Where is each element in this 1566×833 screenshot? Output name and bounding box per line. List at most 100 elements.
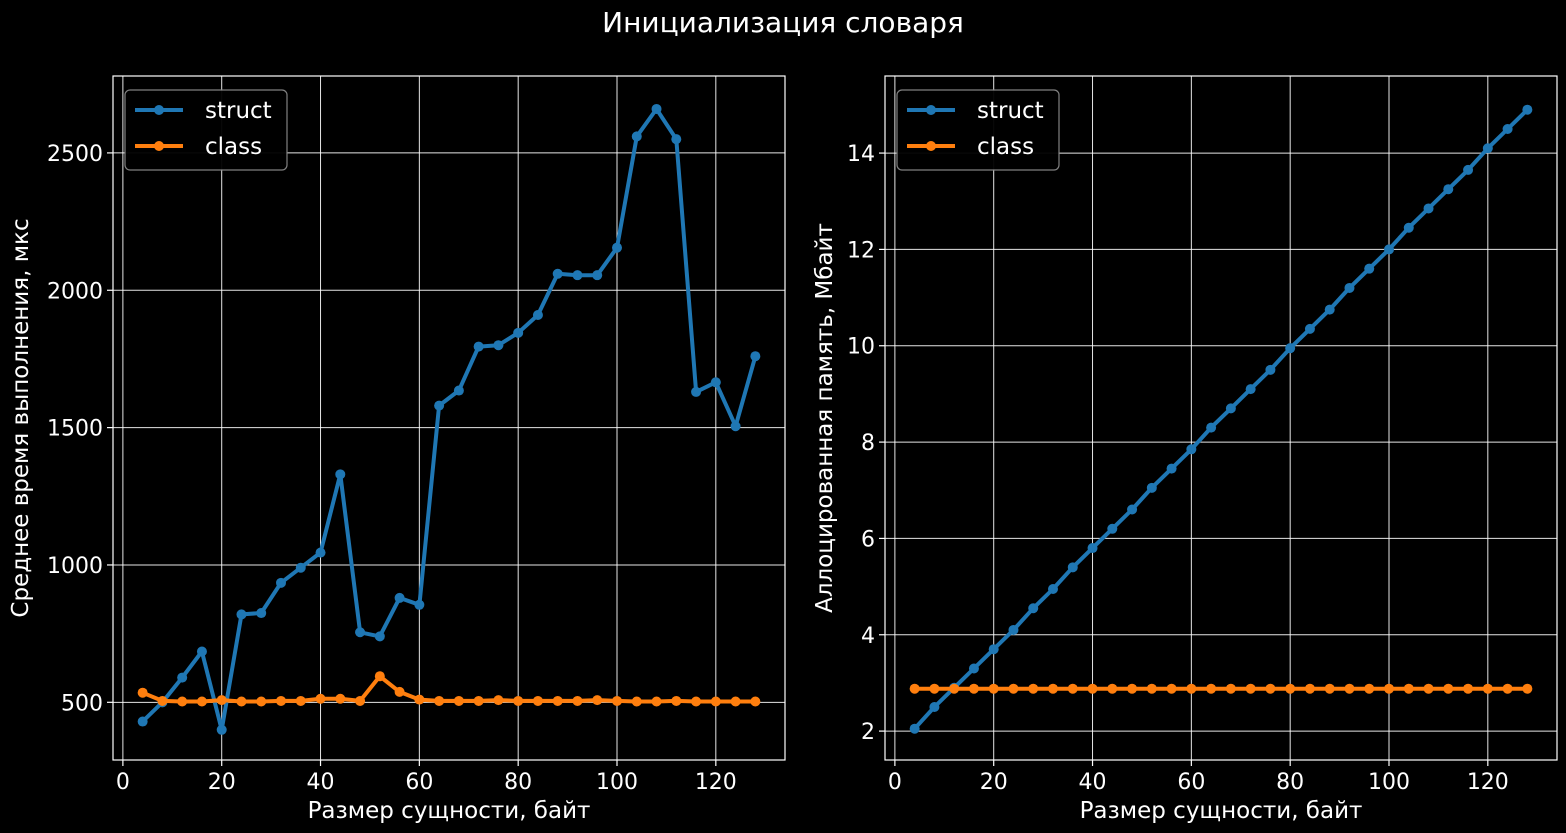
data-point-class [335, 693, 346, 704]
data-point-struct [414, 599, 425, 610]
x-tick-label: 120 [695, 770, 737, 795]
data-point-struct [1522, 104, 1533, 115]
data-point-class [631, 696, 642, 707]
data-point-struct [276, 577, 286, 588]
data-point-struct [434, 400, 445, 411]
x-axis-label: Размер сущности, байт [308, 798, 591, 824]
data-point-struct [750, 351, 761, 362]
data-point-class [651, 696, 662, 707]
data-point-struct [909, 723, 920, 734]
data-point-class [1127, 683, 1138, 694]
data-point-class [552, 695, 563, 706]
x-tick-label: 120 [1467, 770, 1509, 795]
legend-swatch-marker [926, 105, 936, 115]
data-point-struct [137, 716, 148, 727]
data-point-class [1364, 683, 1375, 694]
y-tick-label: 2500 [47, 142, 103, 167]
legend-swatch-marker [154, 141, 164, 151]
x-tick-label: 100 [1368, 770, 1410, 795]
data-point-struct [1067, 562, 1078, 573]
y-tick-label: 12 [847, 238, 875, 263]
data-point-class [949, 683, 960, 694]
data-point-struct [730, 421, 741, 432]
data-point-struct [295, 562, 306, 573]
data-point-class [355, 695, 366, 706]
data-point-class [256, 696, 267, 707]
legend-label-class: class [205, 134, 262, 160]
data-point-class [236, 696, 247, 707]
data-point-class [196, 696, 207, 707]
data-point-struct [513, 327, 524, 338]
data-point-struct [691, 386, 702, 397]
data-point-struct [1107, 523, 1118, 534]
y-tick-label: 1500 [47, 417, 103, 442]
data-point-struct [355, 627, 366, 638]
data-point-struct [1482, 143, 1493, 154]
data-point-class [276, 695, 286, 706]
data-point-class [414, 694, 425, 705]
x-tick-label: 80 [1276, 770, 1304, 795]
data-point-class [1028, 683, 1039, 694]
data-point-struct [710, 377, 721, 388]
data-point-struct [572, 270, 583, 281]
series-line-struct [913, 108, 1529, 731]
data-point-struct [1146, 482, 1157, 493]
series-line-class [141, 674, 756, 704]
data-point-class [1186, 683, 1197, 694]
data-point-struct [335, 469, 346, 480]
data-point-class [1265, 683, 1276, 694]
data-point-struct [394, 592, 405, 603]
legend-swatch-marker [154, 105, 164, 115]
data-point-class [572, 695, 583, 706]
data-point-class [1107, 683, 1118, 694]
data-point-struct [631, 131, 642, 142]
data-point-class [1482, 683, 1493, 694]
data-point-class [988, 683, 999, 694]
data-point-struct [1028, 603, 1039, 614]
data-point-class [730, 696, 741, 707]
plot-frame [884, 75, 1558, 761]
data-point-struct [1364, 263, 1375, 274]
data-point-class [1067, 683, 1078, 694]
data-point-struct [532, 309, 543, 320]
data-point-class [1245, 683, 1256, 694]
x-tick-label: 40 [1079, 770, 1107, 795]
data-point-struct [1166, 463, 1177, 474]
x-tick-label: 20 [208, 770, 236, 795]
data-point-struct [592, 270, 603, 281]
data-point-class [177, 696, 188, 707]
y-tick-label: 4 [861, 624, 875, 649]
data-point-class [513, 695, 524, 706]
data-point-class [315, 693, 326, 704]
data-point-struct [612, 242, 622, 253]
x-tick-label: 0 [888, 770, 902, 795]
data-point-class [532, 695, 543, 706]
y-tick-label: 2000 [47, 279, 103, 304]
data-point-class [1206, 683, 1217, 694]
x-tick-label: 100 [596, 770, 638, 795]
data-point-struct [1265, 364, 1276, 375]
data-point-struct [1423, 203, 1434, 214]
data-point-struct [1502, 123, 1513, 134]
data-point-struct [1206, 422, 1217, 433]
data-point-struct [256, 608, 267, 619]
data-point-class [1048, 683, 1058, 694]
plot-frame [112, 75, 786, 761]
data-point-struct [177, 672, 188, 683]
data-point-class [1443, 683, 1454, 694]
data-point-struct [216, 724, 227, 735]
data-point-class [968, 683, 979, 694]
data-point-class [434, 695, 445, 706]
data-point-struct [1245, 384, 1256, 395]
data-point-struct [453, 385, 464, 396]
data-point-class [473, 695, 484, 706]
data-point-struct [968, 663, 979, 674]
series-line-struct [141, 107, 758, 732]
data-point-struct [1324, 304, 1335, 315]
data-point-struct [1384, 244, 1394, 255]
x-tick-label: 0 [116, 770, 130, 795]
data-point-class [1423, 683, 1434, 694]
y-tick-label: 10 [847, 335, 875, 360]
legend-swatch-marker [926, 141, 936, 151]
data-point-struct [671, 134, 682, 145]
